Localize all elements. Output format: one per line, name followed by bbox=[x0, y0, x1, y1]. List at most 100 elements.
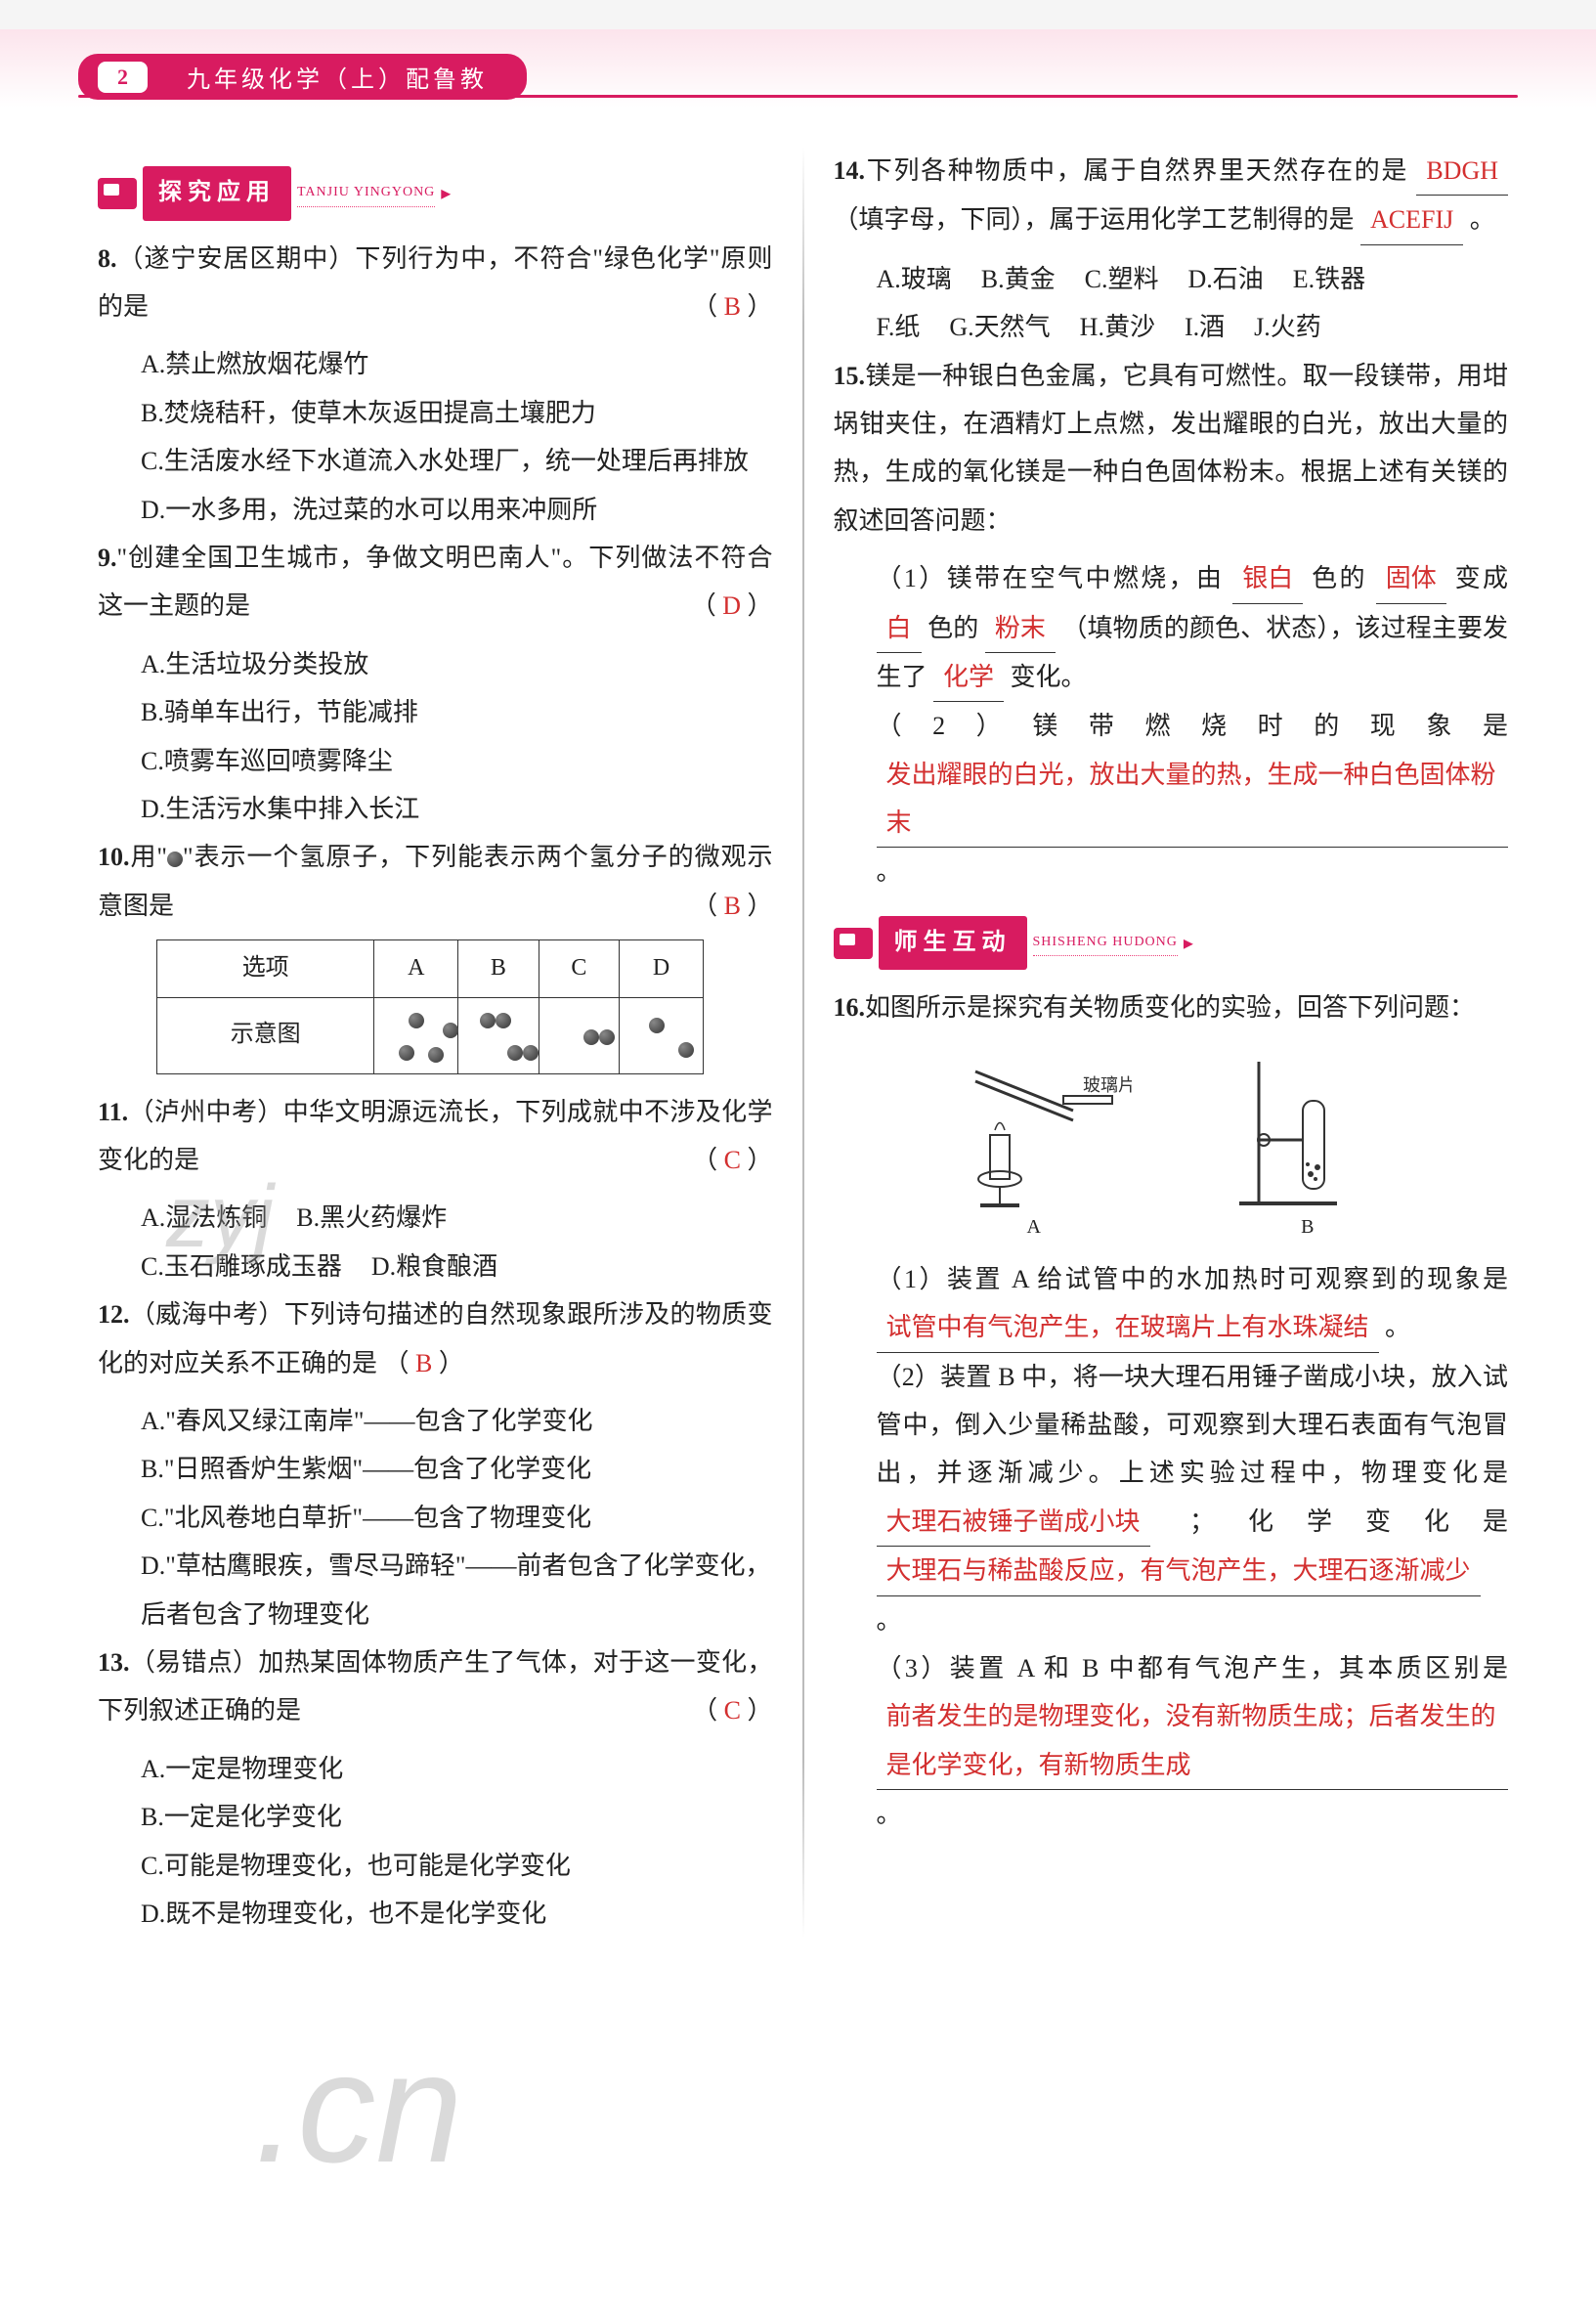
section-tanjiu-pinyin: TANJIU YINGYONG bbox=[297, 180, 435, 207]
question-13: 13.（易错点）加热某固体物质产生了气体，对于这一变化，下列叙述正确的是 （ C… bbox=[98, 1638, 773, 1735]
section-hudong-header: 师生互动 SHISHENG HUDONG ▸ bbox=[834, 916, 1509, 971]
page: 2 九年级化学（上）配鲁教 探究应用 TANJIU YINGYONG ▸ 8.（… bbox=[0, 29, 1596, 2315]
q16-s1a: （1）装置 A 给试管中的水加热时可观察到的现象是 bbox=[877, 1265, 1509, 1293]
q11-stem: （泸州中考）中华文明源远流长，下列成就中不涉及化学变化的是 bbox=[98, 1098, 773, 1174]
q10-th-2: B bbox=[458, 940, 539, 998]
q16-s3b: 。 bbox=[877, 1800, 902, 1828]
q9-opt-b: B.骑单车出行，节能减排 bbox=[98, 688, 773, 736]
q10-answer: B bbox=[724, 892, 741, 920]
q13-opt-d: D.既不是物理变化，也不是化学变化 bbox=[98, 1890, 773, 1938]
q15-s2b: 。 bbox=[877, 857, 902, 886]
q13-answer: C bbox=[724, 1696, 741, 1725]
q15-a1: 银白 bbox=[1232, 554, 1303, 603]
q9-opt-d: D.生活污水集中排入长江 bbox=[98, 785, 773, 833]
pencil-icon bbox=[834, 928, 873, 959]
q12-opt-a: A."春风又绿江南岸"——包含了化学变化 bbox=[98, 1397, 773, 1445]
q15-s2a: （2）镁带燃烧时的现象是 bbox=[877, 712, 1509, 740]
diagram-b: B bbox=[1210, 1042, 1405, 1245]
q9-opt-a: A.生活垃圾分类投放 bbox=[98, 640, 773, 688]
q15-sub2: （2）镁带燃烧时的现象是 发出耀眼的白光，放出大量的热，生成一种白色固体粉末 。 bbox=[834, 702, 1509, 896]
q8-opt-d: D.一水多用，洗过菜的水可以用来冲厕所 bbox=[98, 486, 773, 534]
q14-stem-c: 。 bbox=[1470, 205, 1495, 234]
q15-s1f: 变化。 bbox=[1011, 663, 1087, 691]
q10-th-4: D bbox=[620, 940, 704, 998]
apparatus-a-icon: 玻璃片 bbox=[936, 1042, 1132, 1208]
q13-opt-b: B.一定是化学变化 bbox=[98, 1793, 773, 1841]
column-divider bbox=[802, 147, 804, 1938]
q13-num: 13. bbox=[98, 1648, 130, 1677]
q16-diagram: 玻璃片 A bbox=[834, 1042, 1509, 1245]
q10-stem-a: 用" bbox=[130, 843, 168, 871]
section-hudong-label: 师生互动 bbox=[879, 916, 1027, 971]
q14-stem-b: （填字母，下同），属于运用化学工艺制得的是 bbox=[834, 205, 1355, 234]
q12-opt-b: B."日照香炉生紫烟"——包含了化学变化 bbox=[98, 1445, 773, 1493]
q10-th-1: A bbox=[374, 940, 458, 998]
page-number: 2 bbox=[98, 62, 148, 93]
q14-opt-a: A.玻璃 bbox=[877, 255, 952, 303]
q9-opt-c: C.喷雾车巡回喷雾降尘 bbox=[98, 737, 773, 785]
q8-num: 8. bbox=[98, 244, 117, 273]
q12-opt-c: C."北风卷地白草折"——包含了物理变化 bbox=[98, 1494, 773, 1542]
arrow-icon: ▸ bbox=[441, 175, 451, 212]
q16-a2: 大理石被锤子凿成小块 bbox=[877, 1498, 1150, 1547]
q16-a4: 前者发生的是物理变化，没有新物质生成；后者发生的是化学变化，有新物质生成 bbox=[877, 1692, 1509, 1790]
q14-num: 14. bbox=[834, 156, 866, 185]
left-column: 探究应用 TANJIU YINGYONG ▸ 8.（遂宁安居区期中）下列行为中，… bbox=[98, 147, 773, 1938]
q13-answer-paren: （ C ） bbox=[692, 1686, 772, 1734]
q15-s1a: （1）镁带在空气中燃烧，由 bbox=[877, 564, 1225, 592]
question-12: 12.（威海中考）下列诗句描述的自然现象跟所涉及的物质变化的对应关系不正确的是 … bbox=[98, 1290, 773, 1387]
q11-opt-d: D.粮食酿酒 bbox=[371, 1243, 497, 1290]
q11-opt-c: C.玉石雕琢成玉器 bbox=[141, 1243, 342, 1290]
atom-icon bbox=[167, 852, 183, 867]
q10-row-label: 示意图 bbox=[157, 997, 374, 1073]
q8-answer-paren: （ B ） bbox=[692, 283, 772, 330]
q8-opt-c: C.生活废水经下水道流入水处理厂，统一处理后再排放 bbox=[98, 437, 773, 485]
q11-opts2: C.玉石雕琢成玉器 D.粮食酿酒 bbox=[98, 1243, 773, 1290]
q14-ans2: ACEFIJ bbox=[1360, 196, 1463, 244]
q13-stem: （易错点）加热某固体物质产生了气体，对于这一变化，下列叙述正确的是 bbox=[98, 1648, 773, 1725]
q11-opt-a: A.湿法炼铜 bbox=[141, 1194, 267, 1242]
section-hudong-pinyin: SHISHENG HUDONG bbox=[1033, 930, 1178, 957]
diagram-a: 玻璃片 A bbox=[936, 1042, 1132, 1245]
q15-a3: 白 bbox=[877, 604, 922, 653]
q10-th-0: 选项 bbox=[157, 940, 374, 998]
header-title: 九年级化学（上）配鲁教 bbox=[187, 60, 488, 94]
page-header: 2 九年级化学（上）配鲁教 bbox=[0, 29, 1596, 108]
q14-opt-e: E.铁器 bbox=[1293, 255, 1365, 303]
q13-opt-c: C.可能是物理变化，也可能是化学变化 bbox=[98, 1842, 773, 1890]
q11-opt-b: B.黑火药爆炸 bbox=[296, 1194, 447, 1242]
q16-s2b: ；化学变化是 bbox=[1189, 1507, 1508, 1536]
q9-answer-paren: （ D ） bbox=[691, 582, 773, 630]
q14-opts1: A.玻璃 B.黄金 C.塑料 D.石油 E.铁器 bbox=[834, 255, 1509, 303]
q16-a3: 大理石与稀盐酸反应，有气泡产生，大理石逐渐减少 bbox=[877, 1547, 1481, 1595]
table-row: 选项 A B C D bbox=[157, 940, 704, 998]
q10-table: 选项 A B C D 示意图 bbox=[156, 939, 704, 1074]
diag-a-label: A bbox=[1027, 1216, 1041, 1238]
question-10: 10.用""表示一个氢原子，下列能表示两个氢分子的微观示意图是 （ B ） bbox=[98, 833, 773, 930]
q11-answer: C bbox=[724, 1146, 741, 1174]
q14-opt-f: F.纸 bbox=[877, 303, 921, 351]
q16-sub2: （2）装置 B 中，将一块大理石用锤子凿成小块，放入试管中，倒入少量稀盐酸，可观… bbox=[834, 1353, 1509, 1644]
section-tanjiu-label: 探究应用 bbox=[143, 166, 291, 221]
q15-a6: 发出耀眼的白光，放出大量的热，生成一种白色固体粉末 bbox=[877, 751, 1509, 849]
q15-s1d: 色的 bbox=[927, 614, 978, 642]
diag-b-label: B bbox=[1301, 1216, 1314, 1238]
content-area: 探究应用 TANJIU YINGYONG ▸ 8.（遂宁安居区期中）下列行为中，… bbox=[0, 108, 1596, 1977]
question-15: 15.镁是一种银白色金属，它具有可燃性。取一段镁带，用坩埚钳夹住，在酒精灯上点燃… bbox=[834, 352, 1509, 546]
q15-a4: 粉末 bbox=[985, 604, 1056, 653]
question-11: 11.（泸州中考）中华文明源远流长，下列成就中不涉及化学变化的是 （ C ） bbox=[98, 1088, 773, 1185]
q8-answer: B bbox=[724, 292, 741, 321]
q16-s2a: （2）装置 B 中，将一块大理石用锤子凿成小块，放入试管中，倒入少量稀盐酸，可观… bbox=[877, 1363, 1509, 1488]
q10-cell-b bbox=[458, 997, 539, 1073]
q16-s3a: （3）装置 A 和 B 中都有气泡产生，其本质区别是 bbox=[877, 1654, 1509, 1682]
q10-cell-a bbox=[374, 997, 458, 1073]
q9-answer: D bbox=[722, 591, 741, 620]
q14-stem-a: 下列各种物质中，属于自然界里天然存在的是 bbox=[865, 156, 1408, 185]
watermark-2: .cn bbox=[254, 2018, 462, 2198]
q16-stem: 如图所示是探究有关物质变化的实验，回答下列问题： bbox=[865, 993, 1475, 1022]
pencil-icon bbox=[98, 178, 137, 209]
q10-stem-b: "表示一个氢原子，下列能表示两个氢分子的微观示意图是 bbox=[98, 843, 772, 919]
header-pill: 2 九年级化学（上）配鲁教 bbox=[78, 54, 527, 100]
q15-sub1: （1）镁带在空气中燃烧，由 银白 色的 固体 变成 白 色的 粉末 （填物质的颜… bbox=[834, 554, 1509, 702]
q14-opt-c: C.塑料 bbox=[1085, 255, 1159, 303]
